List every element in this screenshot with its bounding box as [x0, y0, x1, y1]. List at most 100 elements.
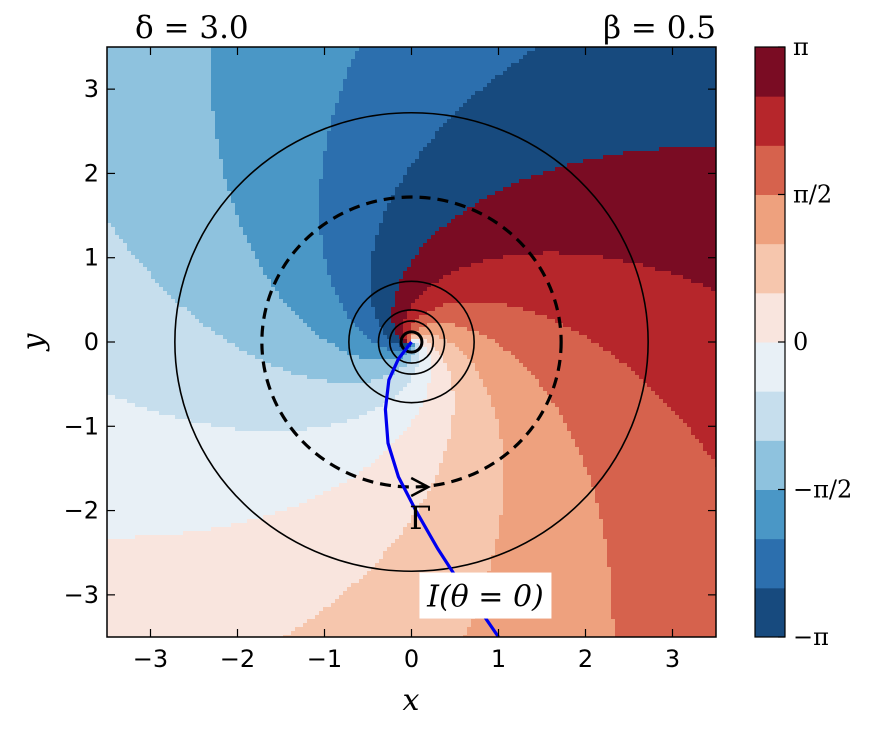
phase-cell [627, 135, 631, 139]
phase-cell [355, 143, 359, 147]
phase-cell [503, 91, 507, 95]
phase-cell [323, 155, 327, 159]
phase-cell [147, 167, 151, 171]
phase-cell [519, 143, 523, 147]
phase-cell [251, 55, 255, 59]
phase-cell [603, 75, 607, 79]
phase-cell [651, 127, 655, 131]
phase-cell [247, 75, 251, 79]
phase-cell [627, 163, 631, 167]
phase-cell [247, 111, 251, 115]
phase-cell [395, 163, 399, 167]
phase-cell [603, 127, 607, 131]
phase-cell [495, 55, 499, 59]
phase-cell [375, 67, 379, 71]
phase-cell [175, 59, 179, 63]
phase-cell [535, 79, 539, 83]
phase-cell [567, 107, 571, 111]
phase-cell [331, 147, 335, 151]
phase-cell [371, 123, 375, 127]
phase-cell [215, 163, 219, 167]
phase-cell [527, 159, 531, 163]
phase-cell [699, 67, 703, 71]
phase-cell [523, 131, 527, 135]
phase-cell [407, 175, 411, 179]
phase-cell [635, 75, 639, 79]
phase-cell [255, 151, 259, 155]
phase-cell [191, 107, 195, 111]
phase-cell [171, 139, 175, 143]
phase-cell [659, 95, 663, 99]
phase-cell [295, 75, 299, 79]
phase-cell [631, 67, 635, 71]
phase-cell [135, 95, 139, 99]
phase-cell [463, 83, 467, 87]
phase-cell [695, 83, 699, 87]
phase-cell [415, 171, 419, 175]
phase-cell [643, 91, 647, 95]
phase-cell [535, 159, 539, 163]
phase-cell [143, 115, 147, 119]
phase-cell [447, 91, 451, 95]
phase-cell [147, 127, 151, 131]
phase-cell [491, 159, 495, 163]
phase-cell [551, 103, 555, 107]
phase-cell [603, 83, 607, 87]
phase-cell [203, 131, 207, 135]
phase-cell [651, 75, 655, 79]
phase-cell [503, 115, 507, 119]
phase-cell [207, 119, 211, 123]
phase-cell [475, 107, 479, 111]
phase-cell [459, 75, 463, 79]
phase-cell [147, 119, 151, 123]
phase-cell [515, 99, 519, 103]
phase-cell [531, 151, 535, 155]
phase-cell [123, 131, 127, 135]
phase-cell [671, 103, 675, 107]
phase-cell [591, 107, 595, 111]
phase-cell [263, 67, 267, 71]
phase-cell [183, 175, 187, 179]
phase-cell [175, 151, 179, 155]
phase-cell [671, 79, 675, 83]
phase-cell [319, 95, 323, 99]
phase-cell [151, 123, 155, 127]
phase-cell [555, 151, 559, 155]
phase-cell [419, 127, 423, 131]
phase-cell [239, 79, 243, 83]
phase-cell [683, 107, 687, 111]
phase-cell [671, 55, 675, 59]
phase-cell [407, 63, 411, 67]
phase-cell [127, 155, 131, 159]
phase-cell [363, 139, 367, 143]
phase-cell [347, 71, 351, 75]
phase-cell [655, 79, 659, 83]
phase-cell [407, 151, 411, 155]
phase-cell [483, 99, 487, 103]
phase-cell [243, 59, 247, 63]
phase-cell [147, 159, 151, 163]
phase-cell [199, 119, 203, 123]
phase-cell [123, 63, 127, 67]
phase-cell [611, 135, 615, 139]
phase-cell [579, 151, 583, 155]
phase-cell [347, 115, 351, 119]
phase-cell [435, 151, 439, 155]
phase-cell [375, 91, 379, 95]
phase-cell [311, 175, 315, 179]
phase-cell [555, 123, 559, 127]
phase-cell [163, 143, 167, 147]
phase-cell [651, 163, 655, 167]
phase-cell [123, 79, 127, 83]
phase-cell [355, 75, 359, 79]
phase-cell [159, 163, 163, 167]
phase-cell [427, 119, 431, 123]
phase-cell [619, 63, 623, 67]
phase-cell [459, 111, 463, 115]
phase-cell [595, 79, 599, 83]
phase-cell [551, 111, 555, 115]
phase-cell [431, 155, 435, 159]
phase-cell [487, 99, 491, 103]
phase-cell [491, 67, 495, 71]
phase-cell [515, 147, 519, 151]
